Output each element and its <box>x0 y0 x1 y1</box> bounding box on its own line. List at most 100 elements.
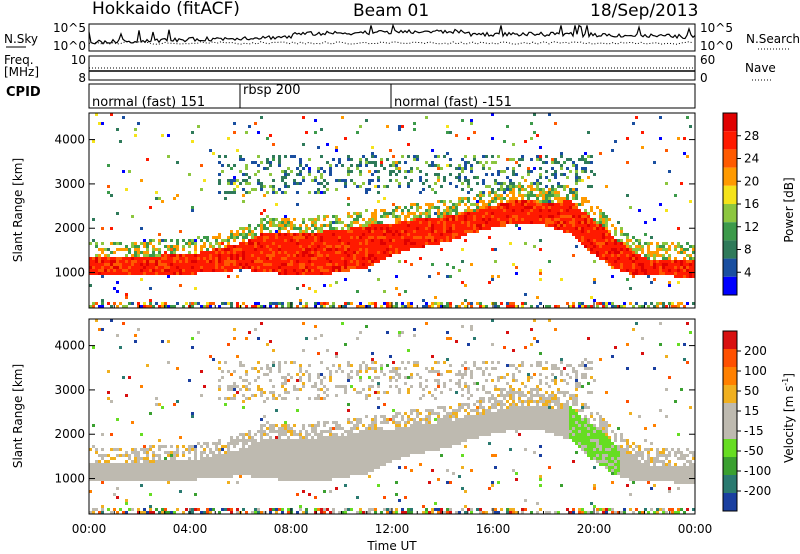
power-cell <box>311 242 314 245</box>
velocity-cell <box>98 472 101 475</box>
velocity-cell <box>320 397 323 400</box>
power-cell <box>575 179 578 182</box>
power-cell <box>152 239 155 242</box>
power-cell <box>410 233 413 236</box>
power-cell <box>521 185 524 188</box>
power-cell <box>416 167 419 170</box>
power-cell <box>143 263 146 266</box>
velocity-cell <box>152 457 155 460</box>
power-cell <box>599 209 602 212</box>
power-cell <box>173 266 176 269</box>
power-cell <box>662 254 665 257</box>
power-cell <box>527 185 530 188</box>
power-cell <box>551 191 554 194</box>
velocity-cell <box>284 361 287 364</box>
power-cell <box>575 236 578 239</box>
power-cell <box>479 191 482 194</box>
velocity-cell <box>194 463 197 466</box>
power-cell <box>503 140 506 143</box>
power-cell <box>446 125 449 128</box>
power-cell <box>206 236 209 239</box>
power-cell <box>638 209 641 212</box>
power-cell <box>218 245 221 248</box>
power-cell <box>194 245 197 248</box>
power-cell <box>116 257 119 260</box>
power-cell <box>500 197 503 200</box>
power-cell <box>239 182 242 185</box>
power-cell <box>125 272 128 275</box>
power-cell <box>572 215 575 218</box>
velocity-cell <box>296 478 299 481</box>
power-cell <box>266 242 269 245</box>
power-cell <box>647 275 650 278</box>
power-cell <box>236 251 239 254</box>
power-cell <box>647 257 650 260</box>
power-cell <box>464 239 467 242</box>
velocity-cell <box>245 472 248 475</box>
velocity-cell <box>98 475 101 478</box>
velocity-cell <box>287 439 290 442</box>
power-cell <box>572 221 575 224</box>
power-cell <box>464 233 467 236</box>
velocity-cell <box>146 457 149 460</box>
velocity-cell <box>332 460 335 463</box>
power-cell <box>377 254 380 257</box>
power-cell <box>617 239 620 242</box>
power-cell <box>662 263 665 266</box>
velocity-cell <box>338 385 341 388</box>
power-cell <box>608 236 611 239</box>
power-cell <box>590 209 593 212</box>
power-cell <box>320 257 323 260</box>
velocity-cell <box>329 472 332 475</box>
velocity-cell <box>263 433 266 436</box>
power-cell <box>212 248 215 251</box>
velocity-cell <box>269 340 272 343</box>
velocity-cell <box>299 430 302 433</box>
power-cell <box>488 236 491 239</box>
velocity-cell <box>146 469 149 472</box>
power-cell <box>572 197 575 200</box>
velocity-cell <box>236 454 239 457</box>
power-cell <box>569 188 572 191</box>
power-cell <box>479 221 482 224</box>
velocity-cell <box>239 460 242 463</box>
power-cell <box>326 242 329 245</box>
velocity-cell <box>176 475 179 478</box>
power-cell <box>269 266 272 269</box>
power-cell <box>494 200 497 203</box>
power-cell <box>356 239 359 242</box>
power-cell <box>191 206 194 209</box>
power-cell <box>206 260 209 263</box>
power-cell <box>266 158 269 161</box>
power-cell <box>107 266 110 269</box>
velocity-cell <box>167 340 170 343</box>
velocity-cell <box>299 445 302 448</box>
velocity-cell <box>179 466 182 469</box>
power-cell <box>359 242 362 245</box>
power-cell <box>401 224 404 227</box>
velocity-cell <box>338 445 341 448</box>
power-cell <box>305 245 308 248</box>
power-cell <box>464 179 467 182</box>
power-cell <box>509 158 512 161</box>
power-cell <box>287 248 290 251</box>
power-cell <box>302 260 305 263</box>
power-cell <box>290 227 293 230</box>
power-cell <box>515 218 518 221</box>
power-cell <box>551 206 554 209</box>
power-cell <box>452 206 455 209</box>
power-cell <box>131 254 134 257</box>
power-cell <box>179 266 182 269</box>
power-cell <box>347 230 350 233</box>
power-cell <box>647 245 650 248</box>
power-cell <box>458 173 461 176</box>
power-heatmap <box>89 113 695 308</box>
power-cell <box>665 242 668 245</box>
power-cell <box>290 263 293 266</box>
power-cell <box>506 221 509 224</box>
power-cell <box>191 302 194 305</box>
velocity-cell <box>335 472 338 475</box>
power-cell <box>563 197 566 200</box>
power-cell <box>353 266 356 269</box>
velocity-cell <box>167 460 170 463</box>
